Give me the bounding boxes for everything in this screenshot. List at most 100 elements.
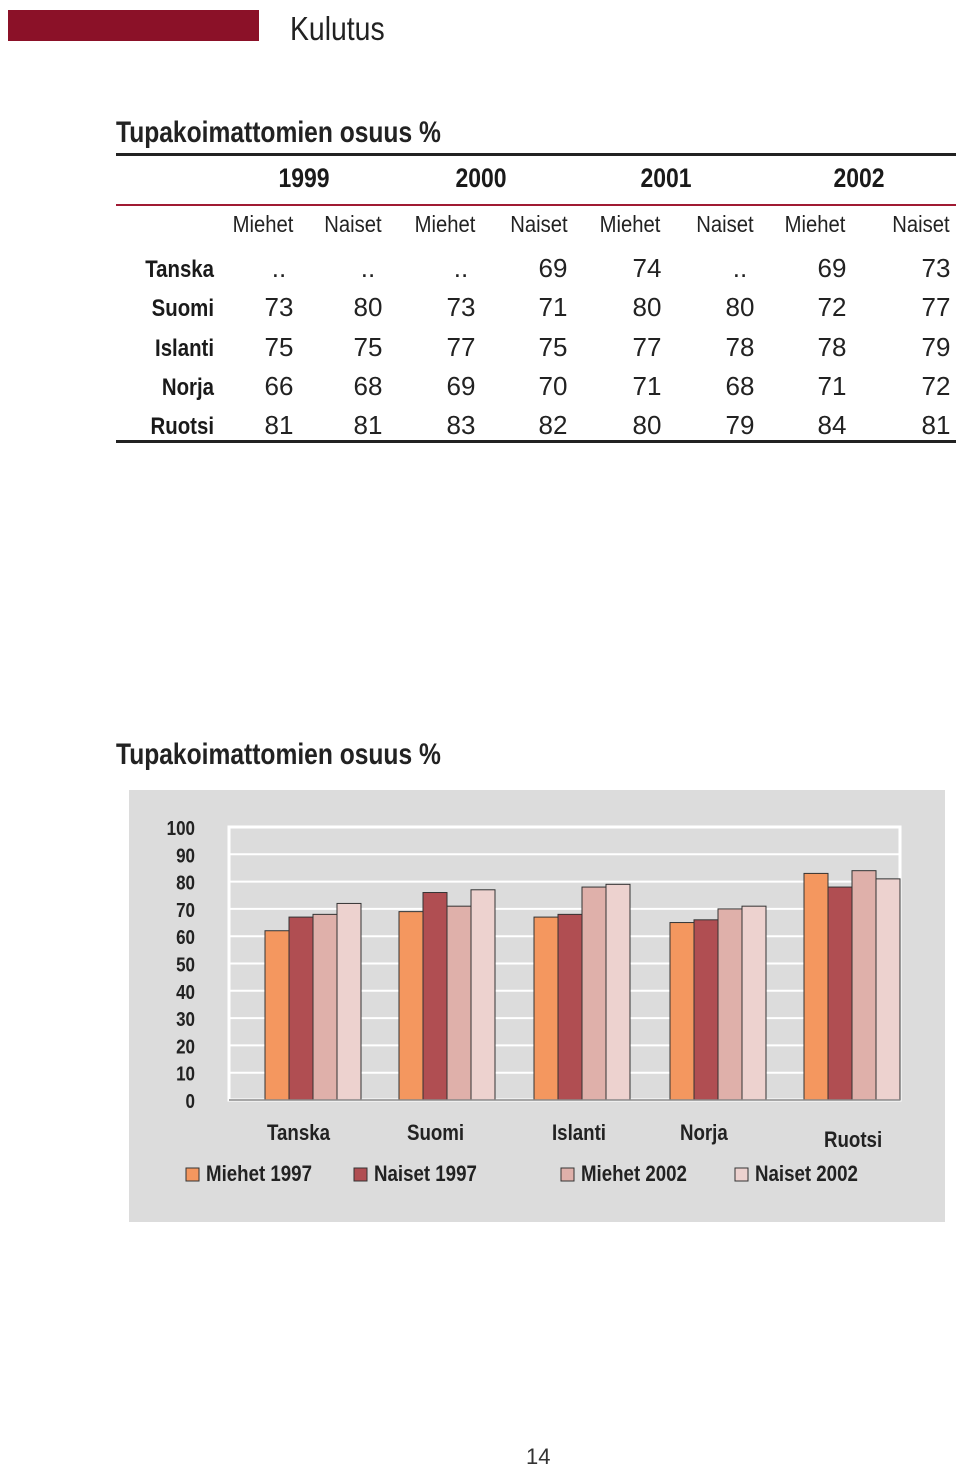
bar	[581, 886, 607, 1101]
sex-header: Naiset	[324, 211, 382, 237]
table-cell: 72	[817, 292, 847, 322]
bar	[827, 886, 853, 1101]
table-cell: 80	[632, 292, 662, 322]
bar	[669, 922, 695, 1101]
sex-header: Naiset	[510, 211, 568, 237]
category-label: Tanska	[267, 1122, 331, 1146]
table-cell: 69	[446, 371, 476, 401]
table-cell: 82	[538, 410, 568, 440]
table-cell: 77	[921, 292, 951, 322]
legend-label: Naiset 1997	[374, 1163, 477, 1187]
table-cell: 84	[817, 410, 847, 440]
table-cell: 73	[446, 292, 476, 322]
y-tick-label: 80	[176, 871, 195, 894]
table-cell: 77	[446, 332, 476, 362]
bar	[875, 878, 901, 1101]
y-tick-label: 60	[176, 926, 195, 949]
table-cell: 69	[538, 253, 568, 283]
table-header-rule	[116, 204, 956, 206]
bar	[803, 872, 829, 1101]
table-cell: 70	[538, 371, 568, 401]
sex-header: Naiset	[696, 211, 754, 237]
table-title: Tupakoimattomien osuus %	[116, 116, 441, 149]
sex-header: Miehet	[414, 211, 476, 237]
legend-swatch	[734, 1167, 749, 1182]
category-label: Ruotsi	[824, 1129, 882, 1153]
y-tick-label: 70	[176, 899, 195, 922]
year-header: 2002	[833, 163, 885, 193]
table-cell: 71	[632, 371, 662, 401]
bar	[741, 905, 767, 1101]
table-bottom-rule	[116, 440, 956, 443]
table-cell: 80	[353, 292, 383, 322]
bar	[605, 883, 631, 1101]
table-cell: 78	[817, 332, 847, 362]
category-label: Norja	[680, 1122, 728, 1146]
table-cell: 75	[353, 332, 383, 362]
table-cell: 79	[725, 410, 755, 440]
bar	[533, 916, 559, 1101]
bar	[312, 913, 338, 1101]
y-tick-label: 100	[167, 817, 195, 840]
table-cell: 75	[264, 332, 294, 362]
bar	[264, 930, 290, 1101]
category-label: Islanti	[552, 1122, 606, 1146]
y-tick-label: 30	[176, 1008, 195, 1031]
country-label: Norja	[161, 374, 214, 401]
bar	[851, 870, 877, 1101]
header-bar	[8, 10, 259, 41]
bar	[288, 916, 314, 1101]
bar	[398, 911, 424, 1101]
table-cell: ..	[271, 253, 287, 283]
legend-label: Miehet 1997	[206, 1163, 312, 1187]
country-label: Suomi	[151, 295, 214, 322]
table-cell: 81	[921, 410, 951, 440]
year-header: 2000	[455, 163, 507, 193]
legend-label: Naiset 2002	[755, 1163, 858, 1187]
sex-header: Naiset	[892, 211, 950, 237]
table-cell: 66	[264, 371, 294, 401]
table-cell: 73	[921, 253, 951, 283]
bar-chart: 100 90 80 70 60 50 40 30 20 10 0 Tanska Suomi Islanti…	[129, 790, 945, 1222]
sex-header: Miehet	[232, 211, 294, 237]
y-tick-label: 90	[176, 844, 195, 867]
y-tick-label: 0	[186, 1090, 195, 1113]
table-cell: 78	[725, 332, 755, 362]
year-header: 1999	[278, 163, 330, 193]
bar	[557, 913, 583, 1101]
legend-swatch	[353, 1167, 368, 1182]
table-cell: 68	[353, 371, 383, 401]
table-cell: 71	[538, 292, 568, 322]
page-number: 14	[526, 1444, 551, 1469]
table-cell: 79	[921, 332, 951, 362]
bar	[446, 905, 472, 1101]
y-tick-label: 40	[176, 980, 195, 1003]
y-tick-label: 50	[176, 953, 195, 976]
page-title: Kulutus	[290, 10, 385, 47]
chart-title: Tupakoimattomien osuus %	[116, 738, 441, 771]
bar	[336, 902, 362, 1101]
legend-swatch	[185, 1167, 200, 1182]
table-cell: 77	[632, 332, 662, 362]
legend-swatch	[560, 1167, 575, 1182]
table-cell: 83	[446, 410, 476, 440]
table-cell: 69	[817, 253, 847, 283]
category-label: Suomi	[407, 1122, 464, 1146]
bar	[717, 908, 743, 1101]
table-top-rule	[116, 153, 956, 156]
table-cell: 71	[817, 371, 847, 401]
bar	[693, 919, 719, 1101]
country-label: Ruotsi	[150, 413, 214, 440]
y-tick-label: 10	[176, 1062, 195, 1085]
legend-label: Miehet 2002	[581, 1163, 687, 1187]
country-label: Tanska	[145, 256, 214, 283]
year-header: 2001	[640, 163, 692, 193]
bar	[470, 889, 496, 1101]
table-cell: 81	[353, 410, 383, 440]
table-cell: 75	[538, 332, 568, 362]
table-cell: ..	[360, 253, 376, 283]
table-cell: ..	[453, 253, 469, 283]
y-tick-label: 20	[176, 1035, 195, 1058]
sex-header: Miehet	[784, 211, 846, 237]
